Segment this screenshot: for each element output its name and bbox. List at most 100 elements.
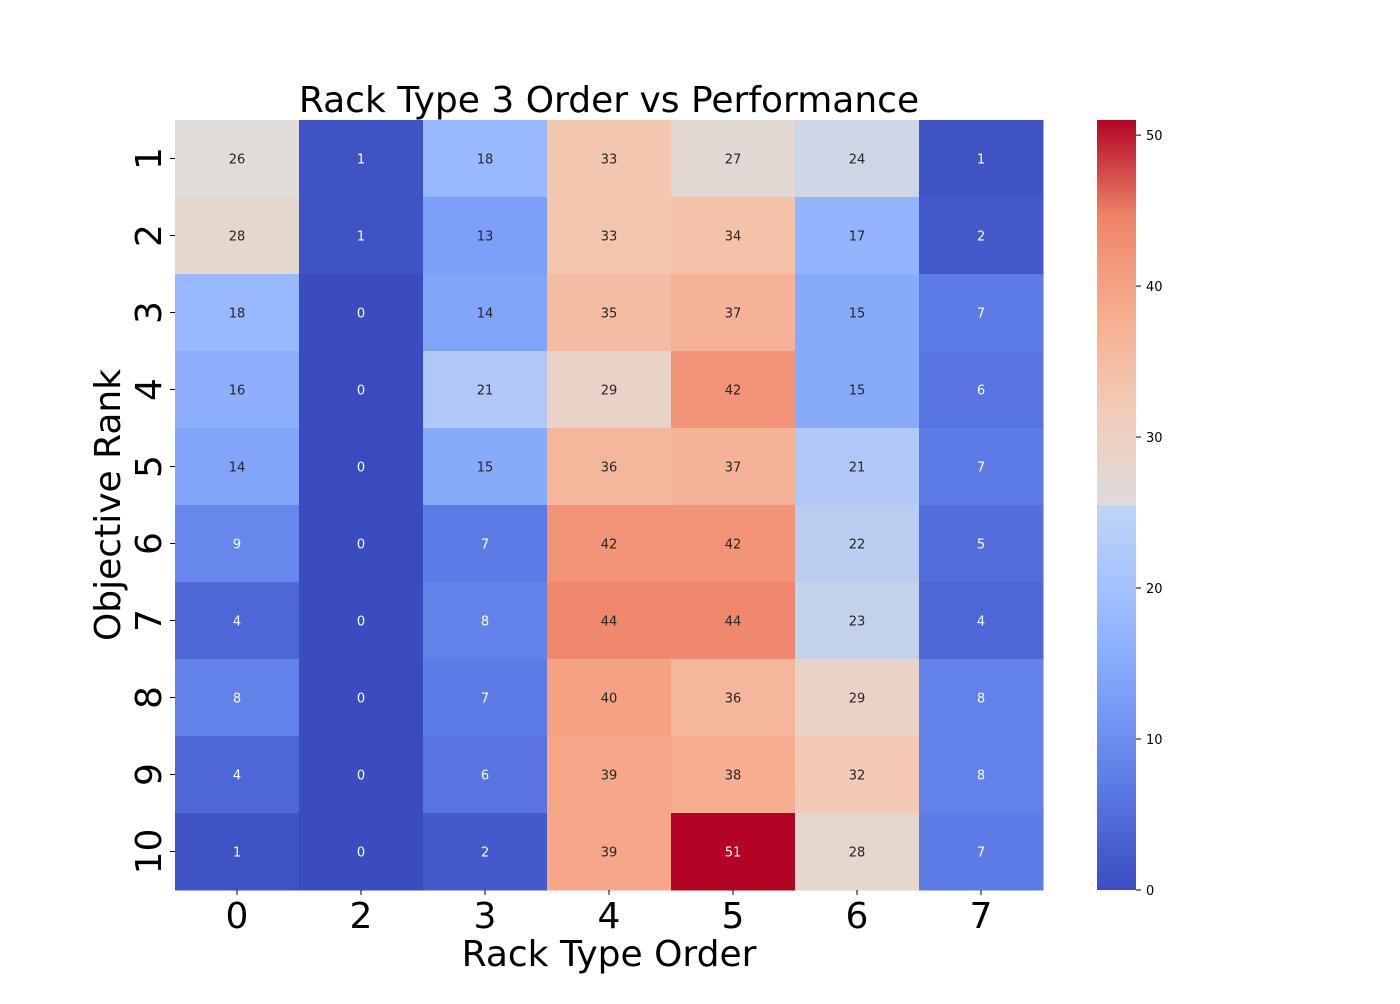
heatmap-cell [299, 120, 424, 198]
cell-value-label: 1 [357, 153, 365, 168]
cell-value-label: 28 [849, 846, 866, 861]
cell-value-label: 27 [725, 153, 742, 168]
colorbar-tick-label: 20 [1146, 582, 1163, 597]
colorbar-gradient [1097, 120, 1136, 890]
cell-value-label: 0 [357, 307, 365, 322]
heatmap-cell [299, 813, 424, 891]
cell-value-label: 36 [601, 461, 618, 476]
heatmap-cell [671, 428, 796, 506]
heatmap-cell [175, 813, 300, 891]
x-tick-label: 5 [722, 896, 745, 937]
heatmap-cell [795, 197, 920, 275]
cell-value-label: 39 [601, 846, 618, 861]
heatmap-cell [547, 428, 672, 506]
heatmap-cell [547, 659, 672, 737]
heatmap-cell [919, 120, 1044, 198]
y-tick-label: 2 [129, 224, 170, 247]
cell-value-label: 42 [725, 384, 742, 399]
heatmap-cell [175, 659, 300, 737]
y-tick-label: 3 [129, 301, 170, 324]
cell-value-label: 8 [481, 615, 489, 630]
heatmap-cell [671, 197, 796, 275]
heatmap-cell [919, 351, 1044, 429]
heatmap-cell [919, 197, 1044, 275]
heatmap-cell [423, 274, 548, 352]
y-tick-label: 10 [129, 829, 170, 875]
cell-value-label: 0 [357, 692, 365, 707]
cell-value-label: 6 [481, 769, 489, 784]
cell-value-label: 38 [725, 769, 742, 784]
cell-value-label: 40 [601, 692, 618, 707]
heatmap-cell [795, 582, 920, 660]
heatmap-cell [423, 120, 548, 198]
cell-value-label: 42 [601, 538, 618, 553]
x-tick-label: 3 [474, 896, 497, 937]
heatmap-cell [423, 813, 548, 891]
colorbar-tick-label: 50 [1146, 129, 1163, 144]
cell-value-label: 37 [725, 461, 742, 476]
heatmap-cell [175, 274, 300, 352]
heatmap-cell [423, 197, 548, 275]
heatmap-cell [175, 505, 300, 583]
heatmap-cell [175, 428, 300, 506]
heatmap-cell [795, 351, 920, 429]
heatmap-cell [299, 582, 424, 660]
heatmap-cell [919, 428, 1044, 506]
heatmap-cell [175, 351, 300, 429]
heatmap-cell [795, 428, 920, 506]
heatmap-cell [795, 659, 920, 737]
heatmap-cell [547, 505, 672, 583]
cell-value-label: 1 [357, 230, 365, 245]
cell-value-label: 2 [481, 846, 489, 861]
cell-value-label: 7 [481, 538, 489, 553]
cell-value-label: 0 [357, 461, 365, 476]
cell-value-label: 28 [229, 230, 246, 245]
cell-value-label: 18 [229, 307, 246, 322]
heatmap-cell [423, 736, 548, 814]
heatmap-cell [795, 813, 920, 891]
cell-value-label: 42 [725, 538, 742, 553]
heatmap-cell [299, 428, 424, 506]
heatmap-cell [423, 505, 548, 583]
colorbar-tick-label: 0 [1146, 884, 1154, 899]
cell-value-label: 0 [357, 615, 365, 630]
heatmap-cell [547, 351, 672, 429]
heatmap-cell [671, 351, 796, 429]
cell-value-label: 7 [481, 692, 489, 707]
y-tick-label: 4 [129, 378, 170, 401]
cell-value-label: 7 [977, 461, 985, 476]
heatmap-cell [299, 659, 424, 737]
heatmap-cell [671, 736, 796, 814]
cell-value-label: 29 [849, 692, 866, 707]
cell-value-label: 18 [477, 153, 494, 168]
heatmap-cell [547, 197, 672, 275]
cell-value-label: 33 [601, 153, 618, 168]
cell-value-label: 0 [357, 538, 365, 553]
heatmap-cell [299, 505, 424, 583]
colorbar-tick-label: 10 [1146, 733, 1163, 748]
heatmap-cell [299, 351, 424, 429]
heatmap-cell [175, 736, 300, 814]
cell-value-label: 7 [977, 846, 985, 861]
heatmap-cell [547, 736, 672, 814]
cell-value-label: 4 [977, 615, 985, 630]
heatmap-cell [795, 120, 920, 198]
heatmap-cell [547, 813, 672, 891]
y-axis-label: Objective Rank [88, 369, 129, 641]
heatmap-cell [671, 659, 796, 737]
cell-value-label: 8 [977, 692, 985, 707]
cell-value-label: 0 [357, 384, 365, 399]
cell-value-label: 39 [601, 769, 618, 784]
cell-value-label: 21 [477, 384, 494, 399]
heatmap-cell [175, 197, 300, 275]
y-tick-label: 6 [129, 532, 170, 555]
x-tick-label: 7 [970, 896, 993, 937]
y-tick-label: 8 [129, 686, 170, 709]
heatmap-cell [919, 274, 1044, 352]
x-axis-label: Rack Type Order [462, 934, 757, 975]
cell-value-label: 0 [357, 769, 365, 784]
heatmap-cell [671, 274, 796, 352]
heatmap-cell [175, 582, 300, 660]
